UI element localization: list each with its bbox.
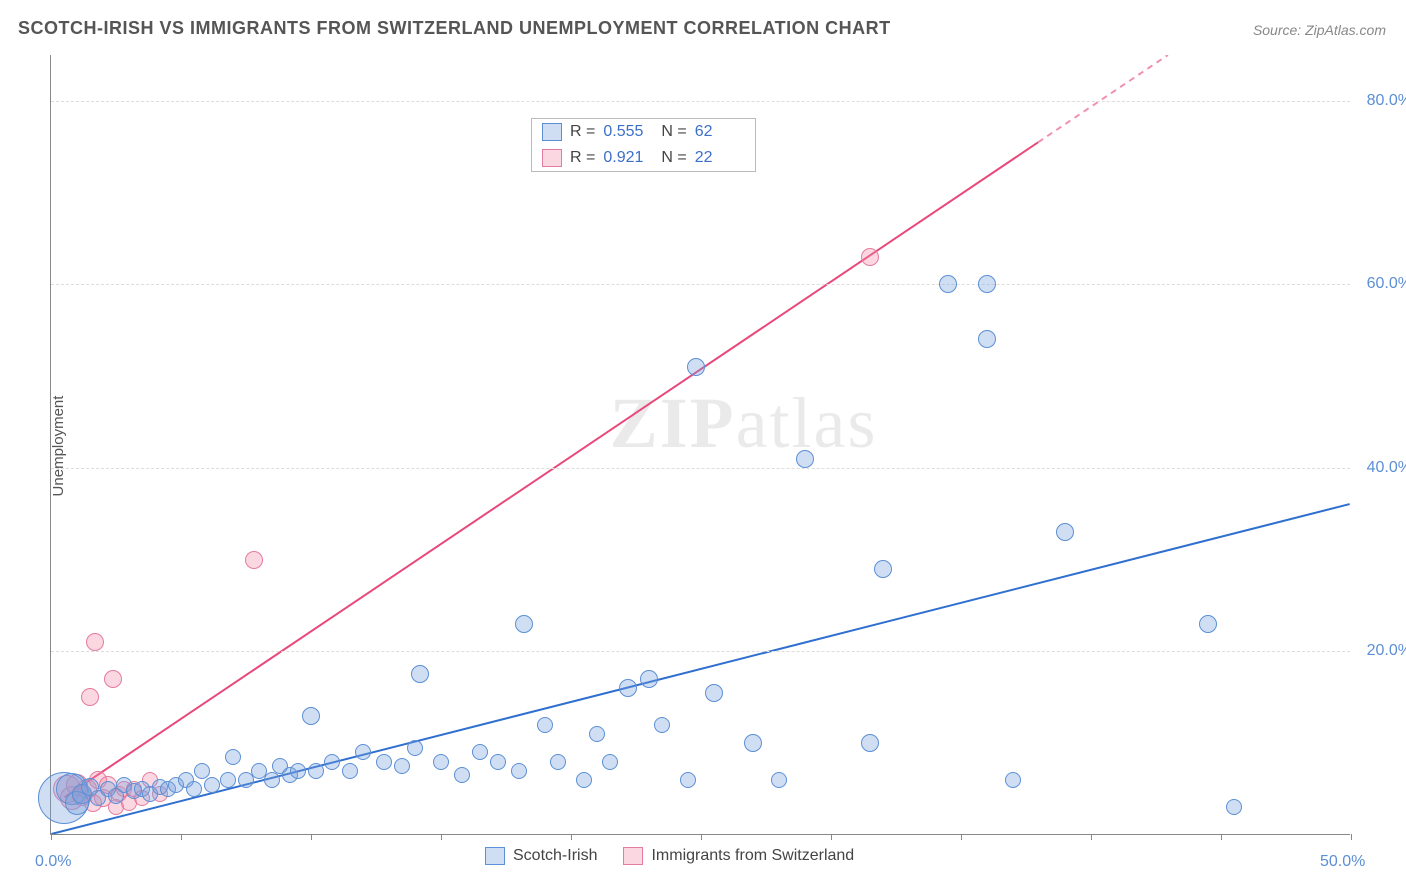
bubble-scotch-irish: [537, 717, 553, 733]
gridline-h: [51, 468, 1350, 469]
x-tick: [701, 834, 702, 840]
legend-swatch: [542, 149, 562, 167]
bubble-scotch-irish: [939, 275, 957, 293]
x-tick: [51, 834, 52, 840]
bubble-scotch-irish: [355, 744, 371, 760]
bubble-switzerland: [861, 248, 879, 266]
n-label: N =: [661, 149, 686, 167]
legend-swatch: [485, 847, 505, 865]
bubble-switzerland: [245, 551, 263, 569]
bubble-scotch-irish: [204, 777, 220, 793]
bubble-scotch-irish: [978, 330, 996, 348]
bubble-scotch-irish: [640, 670, 658, 688]
series-legend: Scotch-Irish Immigrants from Switzerland: [485, 847, 872, 865]
correlation-legend-row: R = 0.921 N = 22: [532, 145, 755, 171]
bubble-switzerland: [81, 688, 99, 706]
bubble-scotch-irish: [472, 744, 488, 760]
gridline-h: [51, 101, 1350, 102]
x-tick: [1091, 834, 1092, 840]
x-tick-label-min: 0.0%: [35, 853, 71, 871]
x-tick-label-max: 50.0%: [1320, 853, 1365, 871]
gridline-h: [51, 284, 1350, 285]
bubble-scotch-irish: [515, 615, 533, 633]
r-label: R =: [570, 123, 595, 141]
bubble-scotch-irish: [194, 763, 210, 779]
bubble-scotch-irish: [264, 772, 280, 788]
bubble-scotch-irish: [411, 665, 429, 683]
bubble-scotch-irish: [342, 763, 358, 779]
n-label: N =: [661, 123, 686, 141]
bubble-scotch-irish: [454, 767, 470, 783]
gridline-h: [51, 651, 1350, 652]
bubble-scotch-irish: [290, 763, 306, 779]
bubble-scotch-irish: [687, 358, 705, 376]
bubble-scotch-irish: [1005, 772, 1021, 788]
bubble-scotch-irish: [1199, 615, 1217, 633]
y-tick-label: 40.0%: [1367, 459, 1406, 477]
bubble-scotch-irish: [407, 740, 423, 756]
source-attribution: Source: ZipAtlas.com: [1253, 22, 1386, 38]
bubble-scotch-irish: [376, 754, 392, 770]
bubble-scotch-irish: [744, 734, 762, 752]
bubble-scotch-irish: [511, 763, 527, 779]
bubble-scotch-irish: [576, 772, 592, 788]
bubble-scotch-irish: [433, 754, 449, 770]
legend-swatch: [623, 847, 643, 865]
x-tick: [961, 834, 962, 840]
bubble-scotch-irish: [1226, 799, 1242, 815]
legend-series-name: Scotch-Irish: [513, 847, 597, 865]
r-value: 0.921: [603, 149, 653, 167]
n-value: 62: [695, 123, 745, 141]
bubble-scotch-irish: [550, 754, 566, 770]
bubble-scotch-irish: [602, 754, 618, 770]
x-tick: [181, 834, 182, 840]
bubble-scotch-irish: [978, 275, 996, 293]
n-value: 22: [695, 149, 745, 167]
correlation-legend-row: R = 0.555 N = 62: [532, 119, 755, 145]
legend-series-name: Immigrants from Switzerland: [651, 847, 854, 865]
bubble-scotch-irish: [324, 754, 340, 770]
bubble-scotch-irish: [394, 758, 410, 774]
bubble-switzerland: [86, 633, 104, 651]
bubble-scotch-irish: [796, 450, 814, 468]
x-tick: [831, 834, 832, 840]
plot-area: ZIPatlas 20.0%40.0%60.0%80.0%R =0.555N =…: [50, 55, 1350, 835]
bubble-scotch-irish: [225, 749, 241, 765]
bubble-scotch-irish: [220, 772, 236, 788]
bubble-switzerland: [104, 670, 122, 688]
chart-title: SCOTCH-IRISH VS IMMIGRANTS FROM SWITZERL…: [18, 18, 891, 39]
bubble-scotch-irish: [490, 754, 506, 770]
watermark: ZIPatlas: [610, 382, 878, 465]
x-tick: [1221, 834, 1222, 840]
y-tick-label: 60.0%: [1367, 275, 1406, 293]
watermark-zip: ZIP: [610, 383, 736, 463]
bubble-scotch-irish: [705, 684, 723, 702]
y-tick-label: 80.0%: [1367, 92, 1406, 110]
x-tick: [311, 834, 312, 840]
correlation-legend: R = 0.555 N = 62 R = 0.921 N = 22: [531, 118, 756, 172]
r-label: R =: [570, 149, 595, 167]
bubble-scotch-irish: [1056, 523, 1074, 541]
bubble-scotch-irish: [680, 772, 696, 788]
bubble-scotch-irish: [861, 734, 879, 752]
bubble-scotch-irish: [619, 679, 637, 697]
chart-container: SCOTCH-IRISH VS IMMIGRANTS FROM SWITZERL…: [0, 0, 1406, 892]
bubble-scotch-irish: [874, 560, 892, 578]
x-tick: [1351, 834, 1352, 840]
y-tick-label: 20.0%: [1367, 642, 1406, 660]
bubble-scotch-irish: [302, 707, 320, 725]
bubble-scotch-irish: [186, 781, 202, 797]
x-tick: [571, 834, 572, 840]
x-tick: [441, 834, 442, 840]
r-value: 0.555: [603, 123, 653, 141]
bubble-scotch-irish: [308, 763, 324, 779]
legend-swatch: [542, 123, 562, 141]
bubble-scotch-irish: [589, 726, 605, 742]
bubble-scotch-irish: [654, 717, 670, 733]
bubble-scotch-irish: [771, 772, 787, 788]
